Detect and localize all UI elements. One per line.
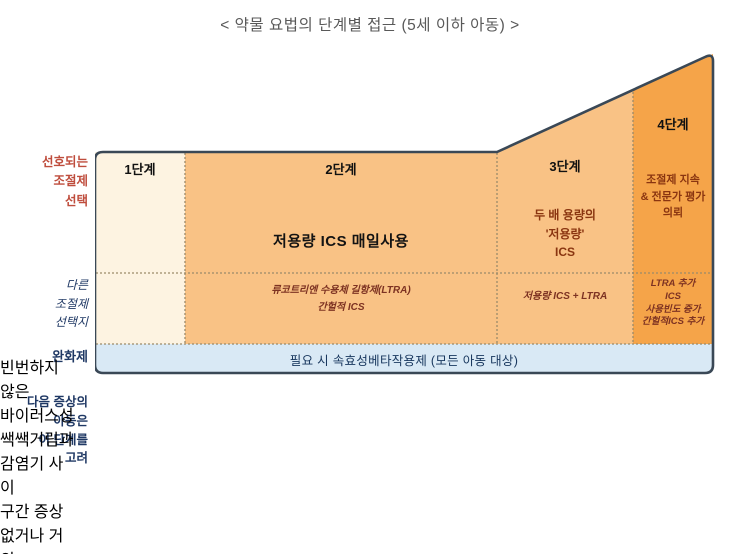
step2-preferred-text: 저용량 ICS 매일사용	[273, 233, 409, 250]
page-title: < 약물 요법의 단계별 접근 (5세 이하 아동) >	[220, 17, 520, 34]
step4-preferred-text: 조절제 지속 & 전문가 평가 의뢰	[640, 174, 706, 219]
divider-step1-2	[0, 0, 300, 141]
label-other-controller: 다른 조절제 선택지	[54, 278, 88, 330]
step1-region	[95, 152, 185, 344]
label-consider-step: 다음 증상의 아동은 이 단계를 고려	[27, 395, 88, 466]
step3-region	[497, 90, 633, 344]
step2-region	[185, 152, 497, 344]
reliever-region	[96, 344, 712, 372]
step4-region	[633, 54, 713, 344]
consider-box: 빈번하지 않은 바이러스성 쌕쌕거림과 감염기 사이 구간 증상 없거나 거의 …	[0, 0, 300, 554]
staircase-diagram: 1단계 2단계 3단계 4단계 저용량 ICS 매일사용 두 배 용량의 '저용…	[93, 50, 717, 375]
step2-other-text: 류코트리엔 수용체 길항제(LTRA) 간헐적 ICS	[271, 285, 411, 313]
diagram-border	[93, 54, 715, 375]
step3-other-text: 저용량 ICS + LTRA	[522, 291, 608, 302]
step1-label: 1단계	[124, 162, 156, 177]
reliever-row-text: 필요 시 속효성베타작용제 (모든 아동 대상)	[289, 354, 519, 368]
label-reliever: 완화제	[52, 349, 88, 364]
step2-label: 2단계	[325, 162, 357, 177]
divider-step2-3	[0, 141, 300, 282]
step3-label: 3단계	[549, 159, 581, 174]
step4-other-text: LTRA 추가 ICS 사용빈도 증가 간헐적ICS 추가	[641, 278, 705, 328]
label-preferred-controller: 선호되는 조절제 선택	[41, 155, 88, 208]
divider-step3-4	[0, 282, 300, 354]
staircase-shape-svg	[93, 54, 715, 375]
step3-preferred-text: 두 배 용량의 '저용량' ICS	[534, 208, 596, 260]
step4-label: 4단계	[657, 117, 689, 132]
consider-step1-text: 빈번하지 않은 바이러스성 쌕쌕거림과 감염기 사이 구간 증상 없거나 거의 …	[0, 360, 74, 554]
